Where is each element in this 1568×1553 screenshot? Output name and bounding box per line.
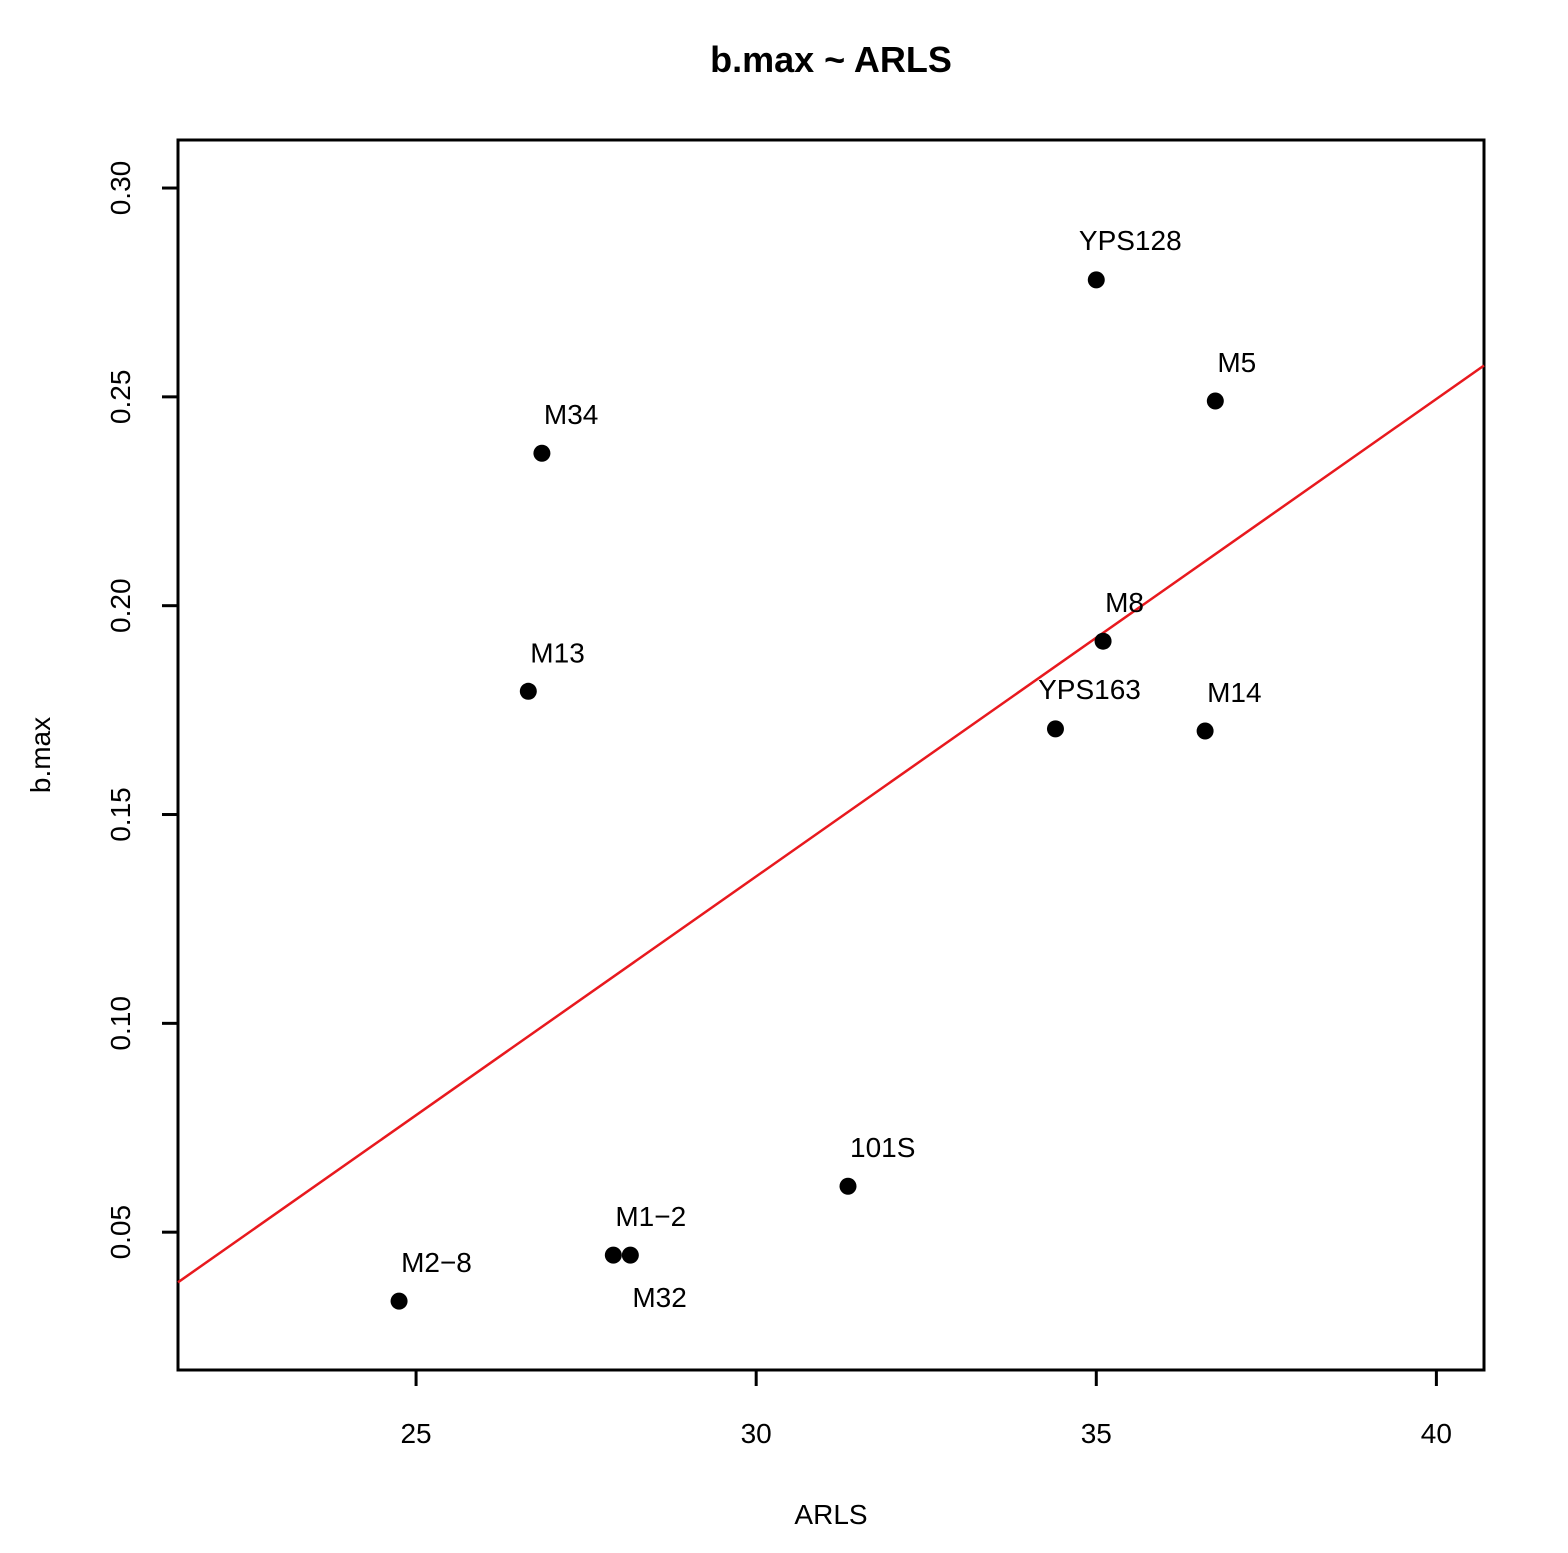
regression-line (177, 364, 1485, 1284)
data-point (604, 1246, 622, 1264)
point-label: 101S (850, 1132, 915, 1163)
y-tick-label: 0.05 (105, 1205, 136, 1260)
y-axis-label: b.max (25, 717, 56, 793)
point-label: M14 (1207, 677, 1261, 708)
y-axis: 0.05 0.10 0.15 0.20 0.25 0.30 (105, 161, 180, 1260)
data-point (1087, 271, 1105, 289)
x-tick-label: 30 (741, 1418, 772, 1449)
point-labels: YPS128 M5 M34 M8 M13 YPS163 M14 101S M1−2 M32 M2−8 (401, 225, 1262, 1313)
x-tick-label: 25 (400, 1418, 431, 1449)
point-label: M5 (1217, 347, 1256, 378)
data-point (1206, 392, 1224, 410)
plot-frame (176, 138, 1486, 1372)
y-tick-label: 0.25 (105, 370, 136, 425)
data-point (1094, 632, 1112, 650)
y-tick-label: 0.20 (105, 578, 136, 633)
x-axis-label: ARLS (794, 1499, 867, 1530)
data-point (621, 1246, 639, 1264)
data-point (839, 1177, 857, 1195)
data-point (390, 1292, 408, 1310)
point-label: M8 (1105, 587, 1144, 618)
data-point (519, 682, 537, 700)
data-point (533, 444, 551, 462)
point-label: M2−8 (401, 1247, 472, 1278)
data-points (390, 271, 1224, 1310)
point-label: M34 (544, 399, 598, 430)
point-label: M13 (530, 637, 584, 668)
x-tick-label: 35 (1081, 1418, 1112, 1449)
y-tick-label: 0.15 (105, 787, 136, 842)
x-axis: 25 30 35 40 (400, 1368, 1452, 1449)
x-tick-label: 40 (1421, 1418, 1452, 1449)
data-point (1196, 722, 1214, 740)
point-label: YPS163 (1038, 674, 1141, 705)
regression-line-group (177, 364, 1485, 1284)
data-point (1046, 720, 1064, 738)
chart-title: b.max ~ ARLS (710, 39, 952, 80)
point-label: M1−2 (615, 1201, 686, 1232)
y-tick-label: 0.10 (105, 996, 136, 1051)
y-tick-label: 0.30 (105, 161, 136, 216)
point-label: YPS128 (1079, 225, 1182, 256)
point-label: M32 (632, 1282, 686, 1313)
